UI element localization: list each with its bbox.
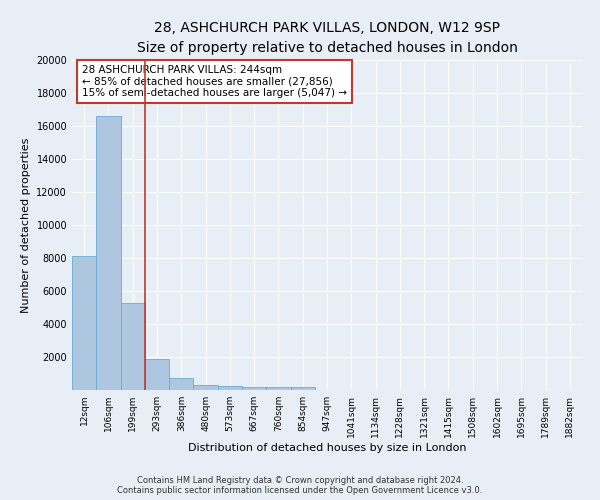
Bar [169, 378, 193, 390]
Bar [145, 360, 169, 390]
Bar [72, 256, 96, 390]
Bar [266, 387, 290, 390]
Text: Contains HM Land Registry data © Crown copyright and database right 2024.
Contai: Contains HM Land Registry data © Crown c… [118, 476, 482, 495]
Bar [218, 386, 242, 390]
Text: 28 ASHCHURCH PARK VILLAS: 244sqm
← 85% of detached houses are smaller (27,856)
1: 28 ASHCHURCH PARK VILLAS: 244sqm ← 85% o… [82, 65, 347, 98]
Y-axis label: Number of detached properties: Number of detached properties [21, 138, 31, 312]
Bar [96, 116, 121, 390]
Bar [121, 302, 145, 390]
Bar [290, 388, 315, 390]
Bar [242, 387, 266, 390]
Title: 28, ASHCHURCH PARK VILLAS, LONDON, W12 9SP
Size of property relative to detached: 28, ASHCHURCH PARK VILLAS, LONDON, W12 9… [137, 21, 517, 54]
Bar [193, 385, 218, 390]
X-axis label: Distribution of detached houses by size in London: Distribution of detached houses by size … [188, 442, 466, 452]
